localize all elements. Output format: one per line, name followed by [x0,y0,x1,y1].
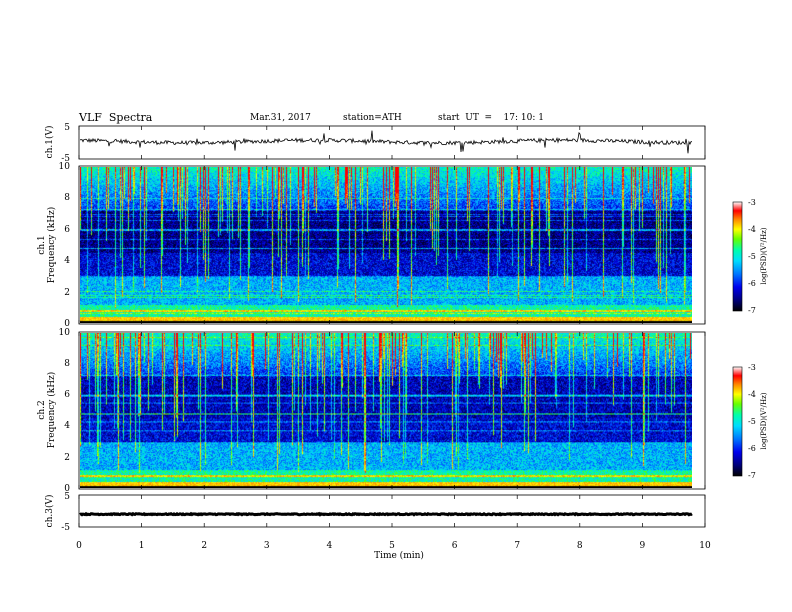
ch2-spec-ytick-10: 10 [59,328,71,338]
x-axis-ticks: 0 1 2 3 4 5 6 7 8 9 10 [76,126,711,551]
ch2-spec-ytick-4: 4 [64,421,70,431]
ch1-yticks: 0 2 4 6 8 10 [59,162,71,329]
ch2-spec-ytick-8: 8 [64,359,70,369]
ch1-cb-tick--4: -4 [748,225,756,234]
x-tick-label-8: 8 [577,541,583,551]
ch1-cb-tick--5: -5 [748,252,756,261]
date-label: Mar.31, 2017 [250,113,311,123]
ch1-spec-ytick-8: 8 [64,193,70,203]
x-tick-label-4: 4 [327,541,333,551]
ch3-ytick-top: 5 [64,492,70,502]
x-tick-label-2: 2 [201,541,207,551]
start-ut-label: start UT = 17: 10: 1 [438,113,544,123]
ch2-colorbar [732,366,743,477]
figure-title: VLF Spectra [79,111,153,124]
ch3-trace [79,511,693,517]
ch1-colorbar [732,201,743,312]
ch1-spectrogram-image [80,167,692,323]
ch1-ytick-bottom: -5 [61,154,70,164]
ch2-spec-ytick-6: 6 [64,390,70,400]
ch2-cb-label: log(PSD)(V²/Hz) [760,392,768,449]
ch2-cb-tick--7: -7 [748,471,756,480]
x-axis-label: Time (min) [374,550,424,561]
ch2-cb-tick--5: -5 [748,417,756,426]
ch2-spectrogram-image [80,333,692,488]
ch1-spectrogram-panel: 0 2 4 6 8 10 ch.1Frequency (kHz) -3 -4 -… [37,162,768,329]
ch2-spectrogram-panel: 0 2 4 6 8 10 ch.2Frequency (kHz) -3 -4 -… [37,328,768,494]
ch1-spec-ytick-6: 6 [64,225,70,235]
ch1-waveform-panel: 5 -5 ch.1(V) [44,123,706,164]
ch1-cb-tick--7: -7 [748,306,756,315]
ch2-spec-ytick-2: 2 [64,453,70,463]
ch1-spec-ytick-0: 0 [64,319,70,329]
ch1-ytick-top: 5 [64,123,70,133]
x-tick-label-5: 5 [389,541,395,551]
ch1-cb-tick--3: -3 [748,198,756,207]
ch2-cb-tick--4: -4 [748,390,756,399]
ch3-ytick-bottom: -5 [61,523,70,533]
ch1-cb-label: log(PSD)(V²/Hz) [760,227,768,284]
ch1-spec-ytick-4: 4 [64,256,70,266]
x-tick-label-1: 1 [139,541,145,551]
ch1-spec-ytick-10: 10 [59,162,71,172]
station-label: station=ATH [343,113,402,123]
ch1-trace [79,130,692,154]
ch1-spec-ytick-2: 2 [64,288,70,298]
ch1-spec-ylabel: ch.1Frequency (kHz) [37,207,57,284]
ch2-cb-tick--3: -3 [748,363,756,372]
ch2-cb-tick--6: -6 [748,444,756,453]
x-tick-label-9: 9 [640,541,646,551]
ch3-waveform-panel: 5 -5 ch.3(V) [44,492,706,533]
ch1-cb-tick--6: -6 [748,279,756,288]
x-tick-label-7: 7 [514,541,520,551]
x-tick-label-6: 6 [452,541,458,551]
ch1-ylabel: ch.1(V) [44,126,55,159]
ch2-yticks: 0 2 4 6 8 10 [59,328,71,494]
ch2-spec-ylabel: ch.2Frequency (kHz) [37,372,57,449]
x-tick-label-0: 0 [76,541,82,551]
ch2-spec-ytick-0: 0 [64,484,70,494]
ch3-ylabel: ch.3(V) [44,495,55,528]
x-tick-label-10: 10 [699,541,711,551]
x-tick-label-3: 3 [264,541,270,551]
